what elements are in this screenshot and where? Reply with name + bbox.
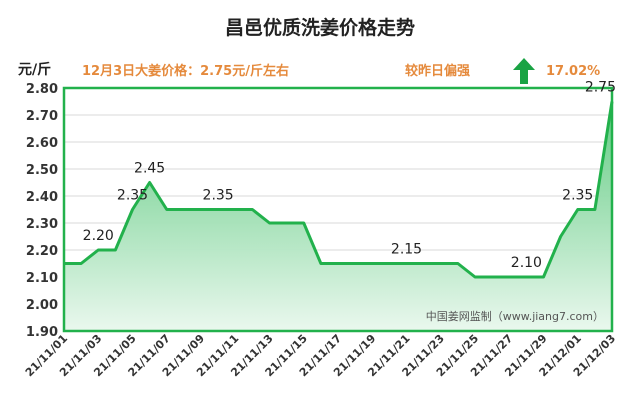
- y-tick-label: 2.20: [26, 244, 58, 259]
- price-note: 12月3日大姜价格：2.75元/斤左右: [82, 63, 289, 79]
- y-tick-label: 2.70: [26, 109, 58, 124]
- series-line: [64, 101, 614, 279]
- change-value: 17.02%: [546, 64, 600, 79]
- y-tick-label: 2.50: [26, 163, 58, 178]
- y-tick-label: 2.40: [26, 190, 58, 205]
- data-label: 2.10: [511, 255, 542, 271]
- data-label: 2.75: [585, 80, 616, 96]
- up-arrow-icon: [513, 58, 535, 84]
- series-fill: [64, 101, 612, 331]
- change-label: 较昨日偏强: [405, 63, 470, 79]
- y-tick-label: 2.80: [26, 82, 58, 97]
- y-axis-unit: 元/斤: [18, 61, 51, 78]
- data-label: 2.45: [134, 161, 165, 177]
- y-tick-label: 1.90: [26, 325, 58, 340]
- y-tick-label: 2.30: [26, 217, 58, 232]
- watermark: 中国姜网监制（www.jiang7.com）: [426, 309, 604, 323]
- data-label: 2.35: [117, 188, 148, 204]
- y-tick-labels: 1.90 2.00 2.10 2.20 2.30 2.40 2.50 2.60 2.70 2.80: [26, 82, 58, 340]
- y-tick-label: 2.60: [26, 136, 58, 151]
- data-labels: 2.20 2.35 2.45 2.35 2.15 2.10 2.35 2.75: [83, 80, 616, 272]
- y-tick-label: 2.00: [26, 298, 58, 313]
- data-label: 2.35: [203, 188, 234, 204]
- series-area: [62, 86, 614, 333]
- data-label: 2.15: [391, 242, 422, 258]
- data-label: 2.35: [562, 188, 593, 204]
- plot-frame: [62, 86, 614, 333]
- x-tick-labels: 21/11/0121/11/0321/11/0521/11/0721/11/09…: [23, 332, 618, 379]
- chart-title: 昌邑优质洗姜价格走势: [225, 16, 415, 39]
- data-label: 2.20: [83, 228, 114, 244]
- y-tick-label: 2.10: [26, 271, 58, 286]
